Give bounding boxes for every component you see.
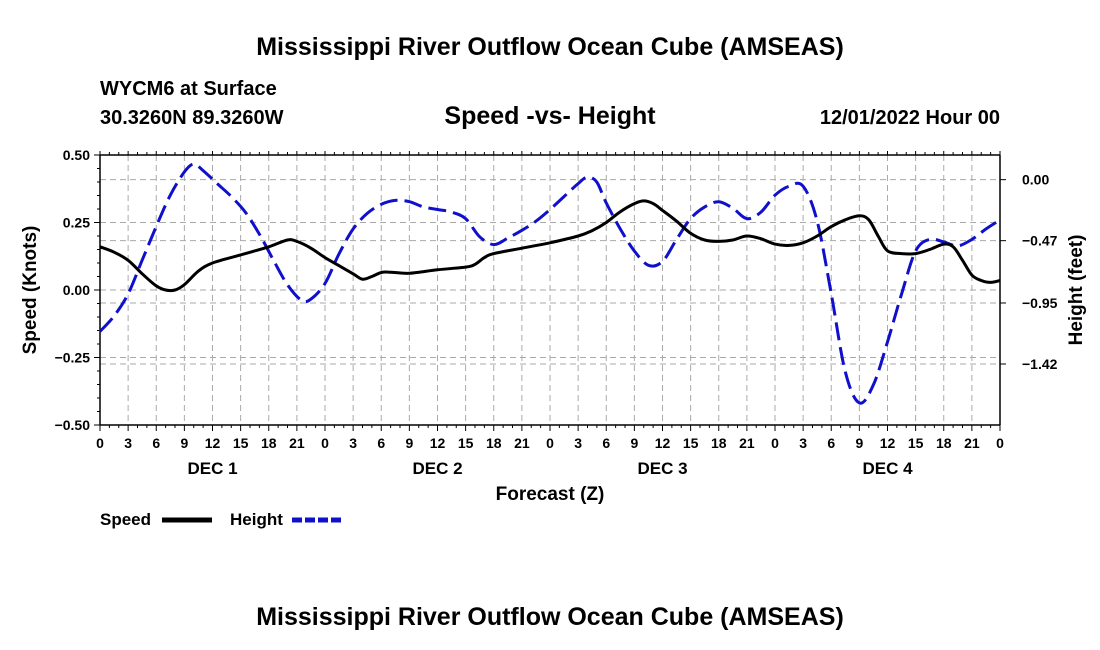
day-label: DEC 1 <box>187 459 237 478</box>
day-label: DEC 4 <box>862 459 913 478</box>
y-axis-left-label: Speed (Knots) <box>20 226 41 355</box>
x-tick-label: 0 <box>996 435 1004 451</box>
x-tick-label: 0 <box>546 435 554 451</box>
axes: 0 3 6 9 12 15 18 21 0 3 6 9 12 15 18 21 0 3 6 9 12 15 18 21 0 3 6 9… <box>55 147 1058 478</box>
x-tick-label: 6 <box>827 435 835 451</box>
y-axis-right-label: Height (feet) <box>1066 235 1087 346</box>
chart-main-title-repeat: Mississippi River Outflow Ocean Cube (AM… <box>256 603 844 631</box>
y-left-tick-label: 0.25 <box>63 215 90 231</box>
station-label: WYCM6 at Surface <box>100 78 277 100</box>
y-left-tick-label: 0.00 <box>63 282 90 298</box>
x-tick-label: 3 <box>799 435 807 451</box>
x-tick-label: 12 <box>655 435 671 451</box>
legend-speed-label: Speed <box>100 510 151 529</box>
x-tick-label: 15 <box>908 435 924 451</box>
x-tick-label: 12 <box>430 435 446 451</box>
x-tick-label: 21 <box>514 435 530 451</box>
x-tick-label: 9 <box>405 435 413 451</box>
x-tick-label: 18 <box>711 435 727 451</box>
series-lines <box>98 162 1001 405</box>
y-left-tick-label: 0.50 <box>63 147 90 163</box>
chart-title: Speed -vs- Height <box>444 102 656 130</box>
x-tick-label: 3 <box>349 435 357 451</box>
y-left-tick-label: −0.25 <box>55 350 91 366</box>
x-tick-label: 15 <box>233 435 249 451</box>
x-tick-label: 18 <box>936 435 952 451</box>
x-tick-label: 12 <box>205 435 221 451</box>
x-tick-label: 0 <box>321 435 329 451</box>
y-right-tick-label: −0.95 <box>1022 295 1058 311</box>
datetime-label: 12/01/2022 Hour 00 <box>820 107 1000 129</box>
x-tick-label: 21 <box>289 435 305 451</box>
x-tick-label: 9 <box>630 435 638 451</box>
x-tick-label: 3 <box>574 435 582 451</box>
x-tick-label: 0 <box>771 435 779 451</box>
y-left-tick-label: −0.50 <box>55 417 91 433</box>
x-tick-label: 18 <box>486 435 502 451</box>
y-right-tick-label: −0.47 <box>1022 233 1058 249</box>
x-tick-label: 21 <box>964 435 980 451</box>
x-tick-label: 0 <box>96 435 104 451</box>
legend-height-label: Height <box>230 510 283 529</box>
series-line-speed <box>99 199 1001 293</box>
x-tick-label: 6 <box>377 435 385 451</box>
location-label: 30.3260N 89.3260W <box>100 107 284 129</box>
grid <box>100 155 1000 425</box>
series-line-height <box>98 162 1001 405</box>
day-label: DEC 3 <box>637 459 687 478</box>
x-tick-label: 15 <box>458 435 474 451</box>
y-right-tick-label: −1.42 <box>1022 356 1058 372</box>
x-tick-label: 6 <box>152 435 160 451</box>
day-label: DEC 2 <box>412 459 462 478</box>
x-tick-label: 9 <box>855 435 863 451</box>
x-tick-label: 3 <box>124 435 132 451</box>
x-tick-label: 12 <box>880 435 896 451</box>
x-tick-label: 9 <box>180 435 188 451</box>
x-axis-label: Forecast (Z) <box>496 484 605 505</box>
x-tick-label: 15 <box>683 435 699 451</box>
x-tick-label: 6 <box>602 435 610 451</box>
x-tick-label: 18 <box>261 435 277 451</box>
y-right-tick-label: 0.00 <box>1022 172 1049 188</box>
chart-main-title: Mississippi River Outflow Ocean Cube (AM… <box>256 33 844 61</box>
x-tick-label: 21 <box>739 435 755 451</box>
legend: Speed Height <box>100 510 342 529</box>
